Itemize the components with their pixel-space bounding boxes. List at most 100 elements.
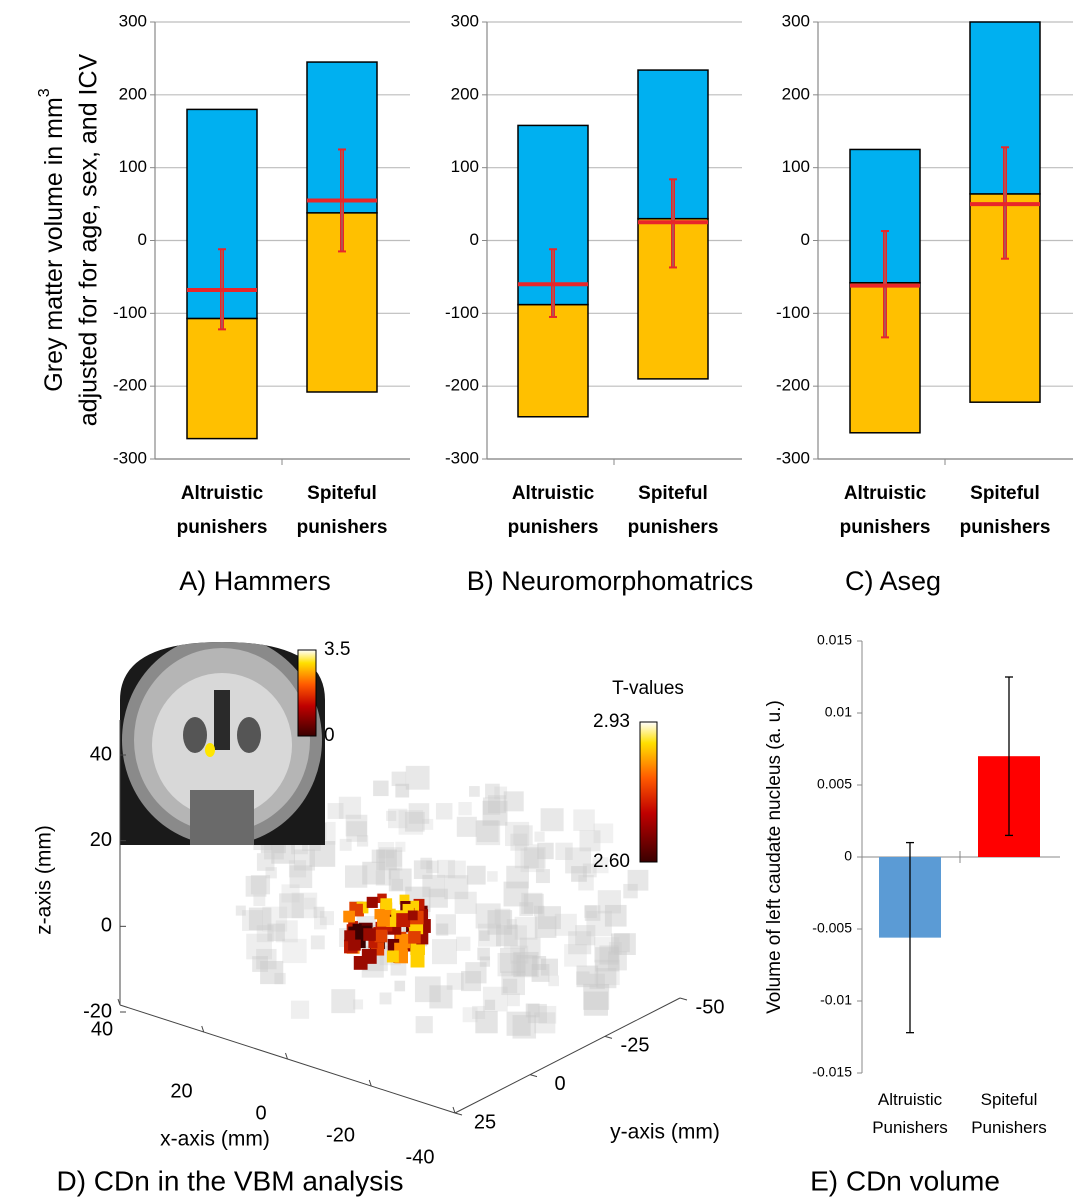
y-axis-label: y-axis (mm) xyxy=(610,1121,720,1144)
voxel-cluster xyxy=(354,956,368,970)
x-tick-label-line: Spiteful xyxy=(981,1090,1038,1109)
x-tick-label: Altruisticpunishers xyxy=(508,483,599,538)
box-lower xyxy=(187,318,257,438)
voxel-cluster xyxy=(408,931,421,944)
y-tick-label: 200 xyxy=(451,84,479,103)
voxel xyxy=(340,839,352,851)
y-tick-label: -100 xyxy=(776,303,810,322)
voxel xyxy=(475,1011,497,1033)
y-tick-label: 0 xyxy=(801,230,810,249)
x-tick-label-line: Altruistic xyxy=(512,483,595,504)
voxel xyxy=(521,848,545,872)
voxel xyxy=(483,801,508,826)
voxel xyxy=(541,808,564,831)
y-axis-label-text: Grey matter volume in mm xyxy=(40,97,68,392)
voxel-cluster xyxy=(408,910,418,920)
voxel xyxy=(246,934,272,960)
x-tick-label-line: Punishers xyxy=(872,1118,948,1137)
y-tick-label: -300 xyxy=(776,448,810,467)
voxel xyxy=(594,824,614,844)
panel-caption: B) Neuromorphomatrics xyxy=(467,566,754,596)
voxel xyxy=(262,907,287,932)
y-axis-label-sup: 3 xyxy=(36,88,53,97)
voxel xyxy=(576,971,589,984)
voxel xyxy=(623,884,637,898)
y-tick-label: 100 xyxy=(451,157,479,176)
voxel xyxy=(584,905,597,918)
x-tick-label: Altruistic Punishers xyxy=(872,1090,948,1137)
y-tick-label: 0 xyxy=(470,230,479,249)
voxel xyxy=(291,1001,309,1019)
tick-mark xyxy=(605,1036,612,1038)
voxel xyxy=(476,903,501,928)
voxel xyxy=(416,1016,433,1033)
x-tick-label-line: Altruistic xyxy=(878,1090,943,1109)
tick-mark xyxy=(680,998,687,1000)
voxel xyxy=(426,861,438,873)
voxel-cluster xyxy=(387,951,399,963)
x-tick-label: -40 xyxy=(406,1146,435,1168)
voxel xyxy=(458,802,471,815)
x-tick-label: 20 xyxy=(170,1080,192,1102)
x-tick-label: 40 xyxy=(91,1018,113,1040)
x-tick-label-line: punishers xyxy=(840,517,931,538)
voxel xyxy=(498,953,521,976)
voxel xyxy=(444,875,468,899)
x-tick-label-line: Altruistic xyxy=(181,483,264,504)
y-tick-label: 0.015 xyxy=(817,632,852,648)
y-tick-label: -300 xyxy=(113,448,147,467)
voxel xyxy=(510,834,527,851)
voxel xyxy=(487,871,498,882)
panel-caption: D) CDn in the VBM analysis xyxy=(56,1165,403,1196)
x-tick-label: -20 xyxy=(326,1124,355,1146)
voxel xyxy=(242,910,263,931)
x-tick-label-line: Spiteful xyxy=(638,483,708,504)
voxel xyxy=(436,803,452,819)
panel-caption: C) Aseg xyxy=(845,566,941,596)
voxel-cluster xyxy=(344,930,355,941)
voxel xyxy=(467,866,486,885)
y-tick-label: -0.01 xyxy=(820,992,852,1008)
voxel xyxy=(415,976,441,1002)
voxel xyxy=(477,948,490,961)
voxel xyxy=(282,939,306,963)
y-tick-label: 300 xyxy=(782,11,810,30)
voxel-cluster xyxy=(411,954,425,968)
voxel xyxy=(380,993,392,1005)
voxel xyxy=(479,930,490,941)
voxel xyxy=(432,939,457,964)
voxel xyxy=(578,875,593,890)
voxel-cluster xyxy=(375,930,388,943)
x-tick-label: Spitefulpunishers xyxy=(297,483,388,538)
voxel xyxy=(311,935,325,949)
x-tick-label-line: punishers xyxy=(628,517,719,538)
y-tick-label: 100 xyxy=(119,157,147,176)
z-axis-label: z-axis (mm) xyxy=(33,825,56,935)
voxel xyxy=(394,981,405,992)
voxel xyxy=(389,869,412,892)
voxel xyxy=(564,944,587,967)
voxel xyxy=(257,853,275,871)
voxel xyxy=(469,786,480,797)
voxel xyxy=(392,772,406,786)
z-tick-label: 20 xyxy=(90,829,112,851)
voxel-cluster xyxy=(377,914,390,927)
x-tick-label-line: Altruistic xyxy=(844,483,927,504)
y-axis-label: Grey matter volume in mm3 xyxy=(36,88,67,392)
voxel xyxy=(386,811,396,821)
voxel xyxy=(422,875,444,897)
colorbar xyxy=(298,650,316,736)
y-tick-label: 0 xyxy=(554,1073,565,1095)
voxel xyxy=(515,917,538,940)
voxel xyxy=(485,784,500,799)
voxel-cluster xyxy=(343,911,355,923)
y-axis-label: adjusted for for age, sex, and ICV xyxy=(75,53,103,426)
panel-caption: A) Hammers xyxy=(179,566,331,596)
y-tick-label: -0.005 xyxy=(812,920,852,936)
y-tick-label: 0.01 xyxy=(825,704,852,720)
x-tick-label: SpitefulPunishers xyxy=(971,1090,1047,1137)
colorbar-tick-label: 0 xyxy=(324,725,335,746)
box-lower xyxy=(518,305,588,417)
voxel xyxy=(507,919,517,929)
voxel xyxy=(608,952,627,971)
